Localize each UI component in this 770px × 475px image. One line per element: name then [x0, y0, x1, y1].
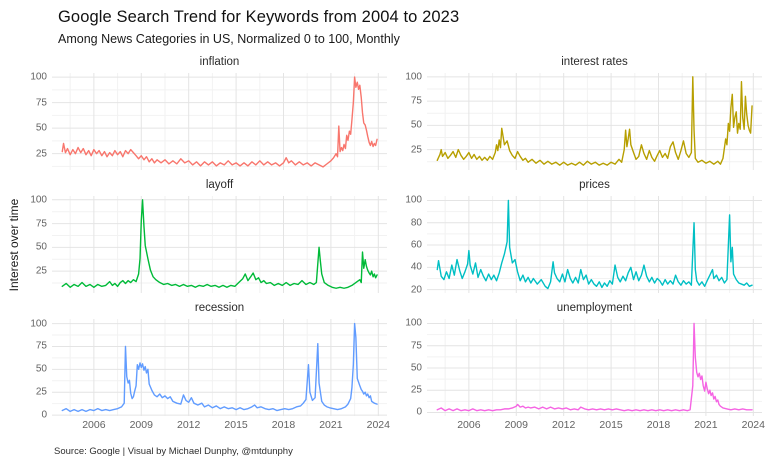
x-tick-label: 2018 [271, 419, 296, 431]
y-axis-ticks: 0 25 50 75 100 [397, 317, 427, 418]
facet-recession: recession 0 25 50 75 100 2006 2009 2012 2015 201… [22, 302, 390, 433]
line-chart-svg [427, 73, 762, 170]
y-tick-label: 40 [410, 261, 422, 273]
facet-title: inflation [199, 56, 240, 68]
y-tick-label: 75 [410, 95, 422, 107]
x-tick-label: 2015 [599, 419, 623, 431]
y-tick-label: 75 [35, 97, 47, 109]
y-tick-label: 75 [35, 340, 47, 352]
prices-line-chart [427, 196, 762, 293]
facet-title: interest rates [561, 56, 628, 68]
y-axis-title: Interest over time [6, 56, 22, 433]
line-chart-svg [427, 319, 762, 416]
plot-area: Interest over time inflation 25 50 75 100 i… [6, 56, 765, 433]
layoff-series-line [62, 200, 377, 288]
facet-title: recession [194, 302, 245, 314]
interest-rates-line-chart [427, 73, 762, 170]
y-tick-label: 100 [30, 194, 47, 206]
x-axis-ticks: 2006 2009 2012 2015 2018 2021 2024 [52, 416, 390, 433]
line-chart-svg [52, 196, 387, 293]
source-caption: Source: Google | Visual by Michael Dunph… [54, 446, 293, 457]
facet-title: prices [579, 179, 610, 191]
line-chart-svg [52, 319, 387, 416]
y-tick-label: 50 [35, 241, 47, 253]
facet-layoff: layoff 25 50 75 100 [22, 179, 387, 293]
prices-series-line [437, 200, 752, 288]
page-title: Google Search Trend for Keywords from 20… [58, 8, 460, 26]
facet-inflation: inflation 25 50 75 100 [22, 56, 387, 170]
y-tick-label: 100 [405, 194, 422, 206]
y-tick-label: 75 [410, 340, 422, 352]
x-tick-label: 2012 [551, 419, 576, 431]
y-axis-ticks: 25 50 75 100 [22, 71, 52, 170]
y-tick-label: 25 [410, 384, 422, 396]
layoff-line-chart [52, 196, 387, 293]
line-chart-svg [52, 73, 387, 170]
y-tick-label: 0 [416, 406, 422, 418]
x-tick-label: 2006 [457, 419, 481, 431]
facet-grid: inflation 25 50 75 100 interest rates 25 50 7… [22, 56, 765, 433]
x-tick-label: 2024 [741, 419, 765, 431]
x-tick-label: 2012 [176, 419, 201, 431]
y-axis-ticks: 25 50 75 100 [22, 194, 52, 293]
y-axis-ticks: 25 50 75 100 [397, 71, 427, 170]
y-tick-label: 50 [35, 363, 47, 375]
inflation-line-chart [52, 73, 387, 170]
x-tick-label: 2006 [82, 419, 106, 431]
y-tick-label: 20 [410, 284, 422, 296]
y-tick-label: 80 [410, 217, 422, 229]
y-tick-label: 100 [30, 318, 47, 330]
y-tick-label: 100 [405, 317, 422, 329]
x-tick-label: 2015 [224, 419, 248, 431]
y-tick-label: 50 [35, 122, 47, 134]
line-chart-svg [427, 196, 762, 293]
y-axis-ticks: 20 40 60 80 100 [397, 194, 427, 296]
y-tick-label: 75 [35, 218, 47, 230]
facet-prices: prices 20 40 60 80 100 [397, 179, 762, 296]
y-tick-label: 25 [35, 386, 47, 398]
y-tick-label: 50 [410, 119, 422, 131]
facet-title: unemployment [556, 302, 633, 314]
x-tick-label: 2021 [694, 419, 718, 431]
page-subtitle: Among News Categories in US, Normalized … [58, 32, 400, 46]
y-tick-label: 100 [30, 71, 47, 83]
y-tick-label: 100 [405, 71, 422, 83]
chart-header: Google Search Trend for Keywords from 20… [6, 8, 762, 46]
y-axis-ticks: 0 25 50 75 100 [22, 318, 52, 421]
y-tick-label: 50 [410, 362, 422, 374]
unemployment-line-chart [427, 319, 762, 416]
recession-series-line [62, 324, 377, 412]
facet-interest-rates: interest rates 25 50 75 100 [397, 56, 762, 170]
y-axis-title-text: Interest over time [7, 198, 21, 291]
recession-line-chart [52, 319, 387, 416]
facet-unemployment: unemployment 0 25 50 75 100 2006 2009 2012 2015… [397, 302, 765, 433]
y-tick-label: 25 [35, 265, 47, 277]
interest-rates-series-line [437, 77, 752, 165]
x-tick-label: 2009 [129, 419, 153, 431]
y-tick-label: 0 [41, 409, 47, 421]
x-tick-label: 2024 [366, 419, 390, 431]
inflation-series-line [62, 77, 377, 167]
x-tick-label: 2021 [319, 419, 343, 431]
facet-title: layoff [205, 179, 234, 191]
x-axis-ticks: 2006 2009 2012 2015 2018 2021 2024 [427, 416, 765, 433]
y-tick-label: 25 [410, 144, 422, 156]
x-tick-label: 2018 [646, 419, 671, 431]
y-tick-label: 25 [35, 148, 47, 160]
unemployment-series-line [437, 323, 752, 410]
y-tick-label: 60 [410, 239, 422, 251]
x-tick-label: 2009 [504, 419, 528, 431]
